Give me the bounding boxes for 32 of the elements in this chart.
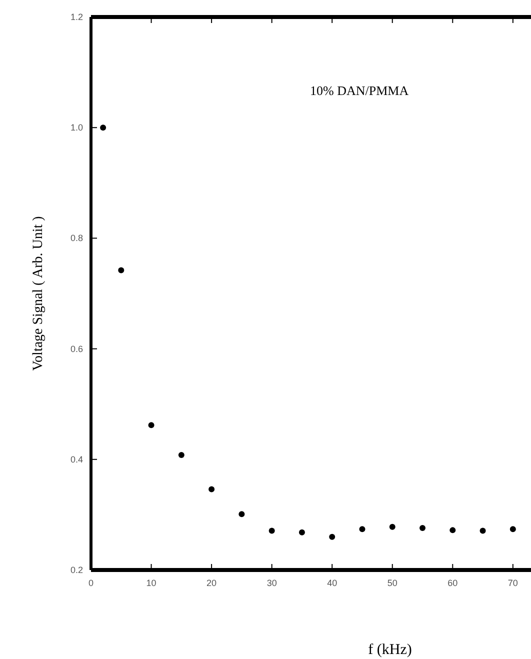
point (298, 529, 305, 536)
x-tick-label: 30 (266, 578, 277, 588)
y-tick-label: 0.6 (70, 344, 83, 354)
x-tick-label: 50 (387, 578, 398, 588)
x-axis-title: f (kHz) (368, 642, 412, 658)
x-tick-label: 20 (206, 578, 217, 588)
point (420, 524, 426, 531)
point (359, 526, 366, 532)
y-tick-label: 0.8 (70, 233, 83, 244)
point (450, 527, 456, 534)
y-tick-label: 1.0 (70, 122, 83, 133)
point (100, 124, 106, 131)
point (389, 524, 396, 530)
point (480, 528, 486, 534)
x-tick-label: 70 (508, 578, 518, 588)
point (118, 267, 124, 274)
y-tick-label: 0.2 (70, 565, 83, 575)
point (510, 526, 516, 532)
point (208, 486, 215, 492)
x-tick-label: 40 (327, 578, 338, 588)
x-tick-label: 0 (88, 578, 94, 588)
x-tick-label: 10 (146, 578, 156, 588)
y-tick-label: 1.2 (70, 12, 83, 22)
point (148, 422, 154, 428)
y-tick-label: 0.4 (70, 454, 83, 464)
x-tick-label: 60 (448, 578, 458, 588)
y-axis-title: Voltage Signal ( Arb. Unit ) (31, 216, 46, 371)
point (329, 534, 336, 540)
point (238, 511, 245, 518)
point (268, 528, 275, 534)
annotation: 10% DAN/PMMA (310, 83, 410, 98)
point (178, 452, 184, 458)
